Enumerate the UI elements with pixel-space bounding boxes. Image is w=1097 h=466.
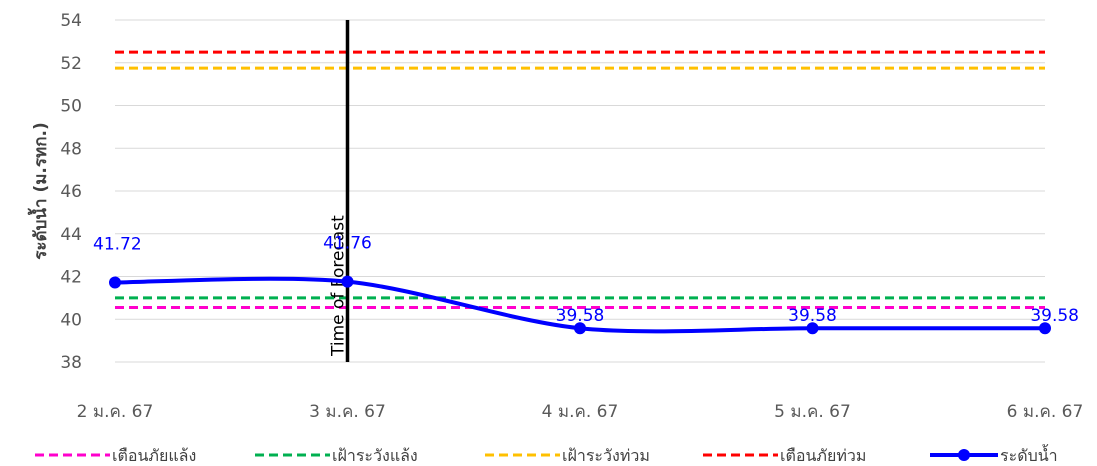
legend-label: ระดับน้ำ bbox=[1000, 444, 1058, 465]
data-label: 41.72 bbox=[93, 234, 142, 254]
grid-lines bbox=[115, 19, 1045, 363]
threshold-lines bbox=[115, 50, 1045, 309]
legend-marker bbox=[958, 449, 970, 461]
legend-label: เตือนภัยแล้ง bbox=[112, 446, 196, 465]
x-tick-label: 3 ม.ค. 67 bbox=[309, 402, 386, 422]
x-tick-label: 5 ม.ค. 67 bbox=[774, 402, 851, 422]
y-tick-label: 42 bbox=[60, 268, 82, 288]
forecast-marker-label: Time of Forecast bbox=[329, 215, 349, 357]
water-level-point bbox=[1039, 322, 1051, 335]
y-tick-label: 52 bbox=[60, 54, 82, 74]
x-tick-label: 6 ม.ค. 67 bbox=[1007, 402, 1084, 422]
data-label: 39.58 bbox=[556, 306, 605, 326]
water-level-series: 41.72 41.76 39.58 39.58 39.58 bbox=[93, 234, 1079, 335]
y-tick-label: 50 bbox=[60, 97, 82, 117]
y-tick-label: 54 bbox=[60, 11, 82, 31]
legend-label: เฝ้าระวังแล้ง bbox=[332, 446, 418, 465]
y-tick-label: 40 bbox=[60, 310, 82, 330]
forecast-time-marker: Time of Forecast bbox=[329, 20, 350, 362]
y-axis-ticks: 38 40 42 44 46 48 50 52 54 bbox=[60, 11, 82, 373]
y-axis-label: ระดับน้ำ (ม.รทก.) bbox=[27, 122, 51, 259]
water-level-point bbox=[341, 275, 354, 288]
x-tick-label: 2 ม.ค. 67 bbox=[77, 402, 154, 422]
water-level-point bbox=[574, 322, 586, 335]
y-tick-label: 46 bbox=[60, 182, 82, 202]
water-level-point bbox=[806, 322, 819, 335]
y-tick-label: 48 bbox=[60, 139, 82, 159]
water-level-point bbox=[109, 276, 121, 289]
legend-label: เตือนภัยท่วม bbox=[780, 446, 866, 465]
y-tick-label: 38 bbox=[60, 353, 82, 373]
x-tick-label: 4 ม.ค. 67 bbox=[542, 402, 619, 422]
data-label: 41.76 bbox=[323, 234, 372, 254]
y-tick-label: 44 bbox=[60, 225, 82, 245]
data-label: 39.58 bbox=[788, 306, 837, 326]
legend-label: เฝ้าระวังท่วม bbox=[562, 446, 650, 465]
data-label: 39.58 bbox=[1030, 306, 1079, 326]
legend: เตือนภัยแล้ง เฝ้าระวังแล้ง เฝ้าระวังท่วม เต… bbox=[35, 444, 1058, 465]
x-axis-ticks: 2 ม.ค. 67 3 ม.ค. 67 4 ม.ค. 67 5 ม.ค. 67 6 ม.… bbox=[77, 402, 1084, 422]
